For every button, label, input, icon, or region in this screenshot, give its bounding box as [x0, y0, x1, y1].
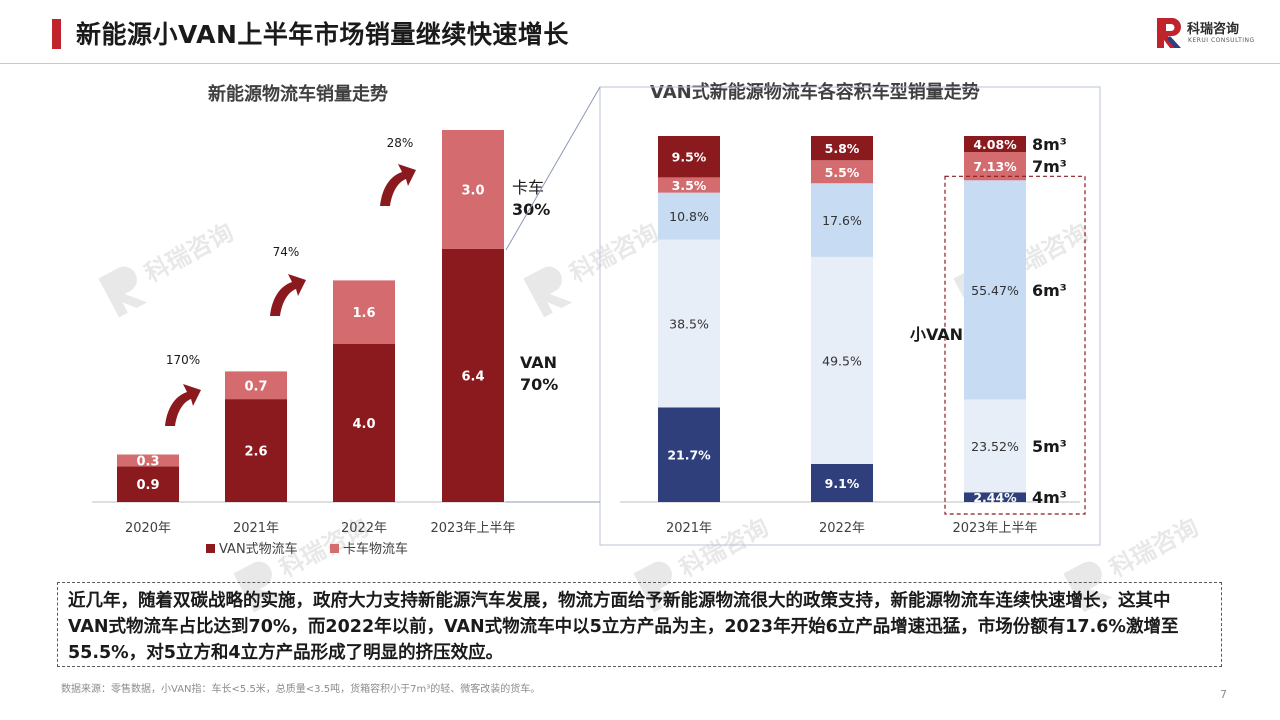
bar-truck — [442, 130, 504, 249]
bar-segment-7m3 — [811, 160, 873, 184]
bar-segment-7m3 — [964, 152, 1026, 181]
logo-text-cn: 科瑞咨询 — [1187, 22, 1240, 37]
series-label: 5m³ — [1032, 437, 1067, 456]
bar-truck — [225, 371, 287, 400]
x-tick-label: 2022年 — [341, 521, 387, 536]
growth-rate-label: 170% — [166, 353, 200, 367]
bar-segment-7m3 — [658, 177, 720, 193]
data-label: 3.5% — [672, 178, 707, 193]
bar-segment-5m3 — [811, 256, 873, 464]
truck-share-value: 30% — [512, 200, 550, 219]
data-label: 9.1% — [825, 476, 860, 491]
data-label: 7.13% — [973, 159, 1017, 174]
logo-text-en: KERUI CONSULTING — [1188, 37, 1255, 44]
data-label: 17.6% — [822, 213, 862, 228]
data-label: 4.08% — [973, 137, 1017, 152]
bar-truck — [117, 454, 179, 467]
van-share-name: VAN — [520, 353, 557, 372]
legend-swatch-van — [206, 544, 215, 553]
bar-segment-4m3 — [964, 492, 1026, 502]
growth-arrow-icon — [380, 164, 416, 206]
bar-segment-5m3 — [964, 399, 1026, 493]
bar-van — [117, 466, 179, 502]
page-number: 7 — [1220, 688, 1227, 701]
xiaovan-label: 小VAN — [910, 325, 963, 344]
data-label: 21.7% — [667, 448, 711, 463]
x-tick-label: 2021年 — [233, 521, 279, 536]
growth-arrow-icon — [165, 384, 201, 426]
sales-trend-chart: 0.9 0.3 2020年 2.6 0.7 2021年 4.0 1.6 2022年 6.4 3.0 2… — [92, 130, 558, 557]
volume-share-chart: 21.7% 38.5% 10.8% 3.5% 9.5% 2021年 9.1% 49.5% 17.… — [505, 86, 1101, 546]
x-tick-label: 2023年上半年 — [430, 521, 515, 536]
data-label: 49.5% — [822, 353, 862, 368]
left-chart-title: 新能源物流车销量走势 — [208, 84, 388, 105]
data-label: 55.47% — [971, 283, 1019, 298]
data-label-truck: 3.0 — [461, 183, 484, 198]
data-label: 23.52% — [971, 439, 1019, 454]
data-label: 2.44% — [973, 490, 1017, 505]
connector-line — [505, 86, 601, 251]
series-label: 4m³ — [1032, 488, 1067, 507]
legend-swatch-truck — [330, 544, 339, 553]
xiaovan-highlight-box — [944, 175, 1086, 515]
data-label-van: 2.6 — [244, 445, 267, 460]
data-label-truck: 0.3 — [136, 454, 159, 469]
bar-segment-6m3 — [811, 183, 873, 257]
company-logo: 科瑞咨询 KERUI CONSULTING — [1155, 15, 1254, 51]
x-tick-label: 2021年 — [666, 521, 712, 536]
data-label-van: 0.9 — [136, 478, 159, 493]
title-divider — [0, 63, 1280, 64]
growth-rate-label: 28% — [387, 136, 414, 150]
bar-segment-4m3 — [658, 407, 720, 502]
series-label: 6m³ — [1032, 281, 1067, 300]
bar-truck — [333, 280, 395, 344]
van-share-value: 70% — [520, 375, 558, 394]
summary-text: 近几年，随着双碳战略的实施，政府大力支持新能源汽车发展，物流方面给予新能源物流很… — [68, 591, 1179, 663]
bar-van — [333, 343, 395, 502]
data-label: 10.8% — [669, 209, 709, 224]
bar-segment-4m3 — [811, 463, 873, 502]
data-label-van: 4.0 — [352, 417, 375, 432]
series-label: 8m³ — [1032, 135, 1067, 154]
x-tick-label: 2023年上半年 — [952, 521, 1037, 536]
data-label-truck: 1.6 — [352, 306, 375, 321]
data-label: 9.5% — [672, 150, 707, 165]
growth-rate-label: 74% — [273, 245, 300, 259]
bar-segment-8m3 — [811, 136, 873, 161]
bar-segment-5m3 — [658, 239, 720, 408]
summary-box: 近几年，随着双碳战略的实施，政府大力支持新能源汽车发展，物流方面给予新能源物流很… — [57, 582, 1222, 667]
bar-segment-8m3 — [658, 136, 720, 178]
bar-van — [442, 248, 504, 502]
growth-arrow-icon — [270, 274, 306, 316]
data-source-note: 数据来源：零售数据，小VAN指：车长<5.5米，总质量<3.5吨，货箱容积小于7… — [61, 684, 541, 695]
data-label: 5.8% — [825, 141, 860, 156]
x-tick-label: 2022年 — [819, 521, 865, 536]
title-accent-bar — [52, 19, 61, 49]
truck-share-name: 卡车 — [512, 178, 544, 197]
legend-label-van: VAN式物流车 — [219, 541, 298, 557]
bar-segment-8m3 — [964, 136, 1026, 153]
x-tick-label: 2020年 — [125, 521, 171, 536]
data-label: 5.5% — [825, 165, 860, 180]
bar-van — [225, 399, 287, 502]
logo-r-icon — [1157, 18, 1181, 48]
bar-segment-6m3 — [658, 192, 720, 240]
page-title: 新能源小VAN上半年市场销量继续快速增长 — [76, 20, 569, 49]
data-label-van: 6.4 — [461, 369, 484, 384]
data-label: 38.5% — [669, 317, 709, 332]
data-label-truck: 0.7 — [244, 379, 267, 394]
chart-panel-border — [599, 86, 1101, 546]
bar-segment-6m3 — [964, 180, 1026, 400]
legend-label-truck: 卡车物流车 — [343, 541, 408, 557]
series-label: 7m³ — [1032, 157, 1067, 176]
